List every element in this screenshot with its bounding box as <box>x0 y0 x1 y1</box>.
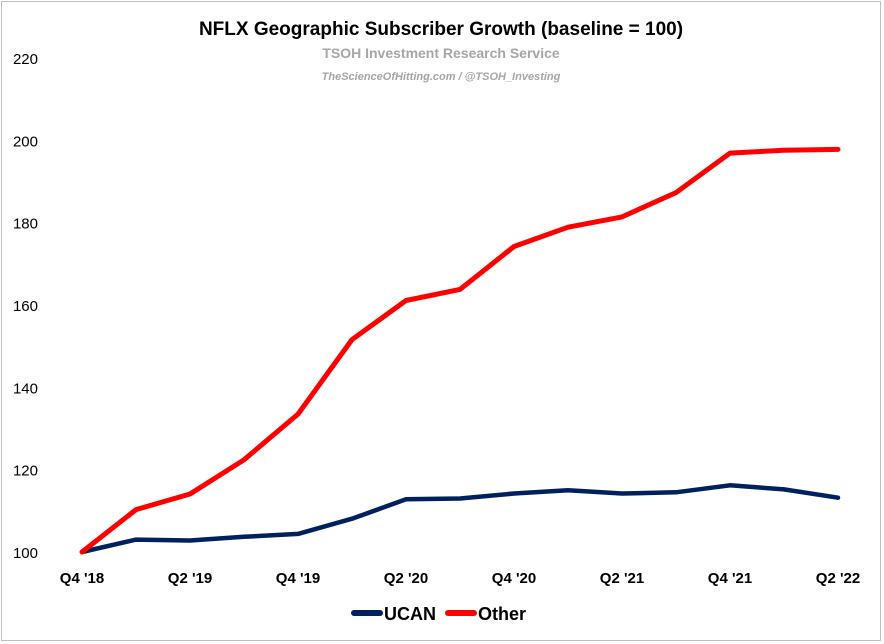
y-tick-label: 200 <box>13 133 38 150</box>
legend-label-ucan: UCAN <box>384 604 436 624</box>
legend: UCAN Other <box>351 604 526 624</box>
series-line-ucan <box>79 483 841 555</box>
y-tick-label: 160 <box>13 298 38 315</box>
series-lines <box>79 146 841 555</box>
legend-label-other: Other <box>478 604 526 624</box>
chart-subtitle: TSOH Investment Research Service <box>322 45 560 61</box>
series-line-other <box>79 146 841 555</box>
x-tick-label: Q4 '20 <box>492 570 536 587</box>
y-tick-label: 220 <box>13 51 38 68</box>
x-tick-label: Q4 '18 <box>60 570 104 587</box>
x-tick-label: Q2 '22 <box>816 570 860 587</box>
x-tick-label: Q2 '21 <box>600 570 644 587</box>
x-tick-label: Q2 '19 <box>168 570 212 587</box>
x-tick-label: Q4 '19 <box>276 570 320 587</box>
y-tick-label: 100 <box>13 545 38 562</box>
y-tick-label: 180 <box>13 216 38 233</box>
x-tick-label: Q2 '20 <box>384 570 428 587</box>
y-axis: 100 120 140 160 180 200 220 <box>13 51 38 562</box>
chart-credit: TheScienceOfHitting.com / @TSOH_Investin… <box>322 71 561 83</box>
y-tick-label: 120 <box>13 463 38 480</box>
x-tick-label: Q4 '21 <box>708 570 752 587</box>
x-axis: Q4 '18 Q2 '19 Q4 '19 Q2 '20 Q4 '20 Q2 '21 Q4 '… <box>60 570 860 587</box>
chart-title: NFLX Geographic Subscriber Growth (basel… <box>199 19 683 40</box>
y-tick-label: 140 <box>13 380 38 397</box>
